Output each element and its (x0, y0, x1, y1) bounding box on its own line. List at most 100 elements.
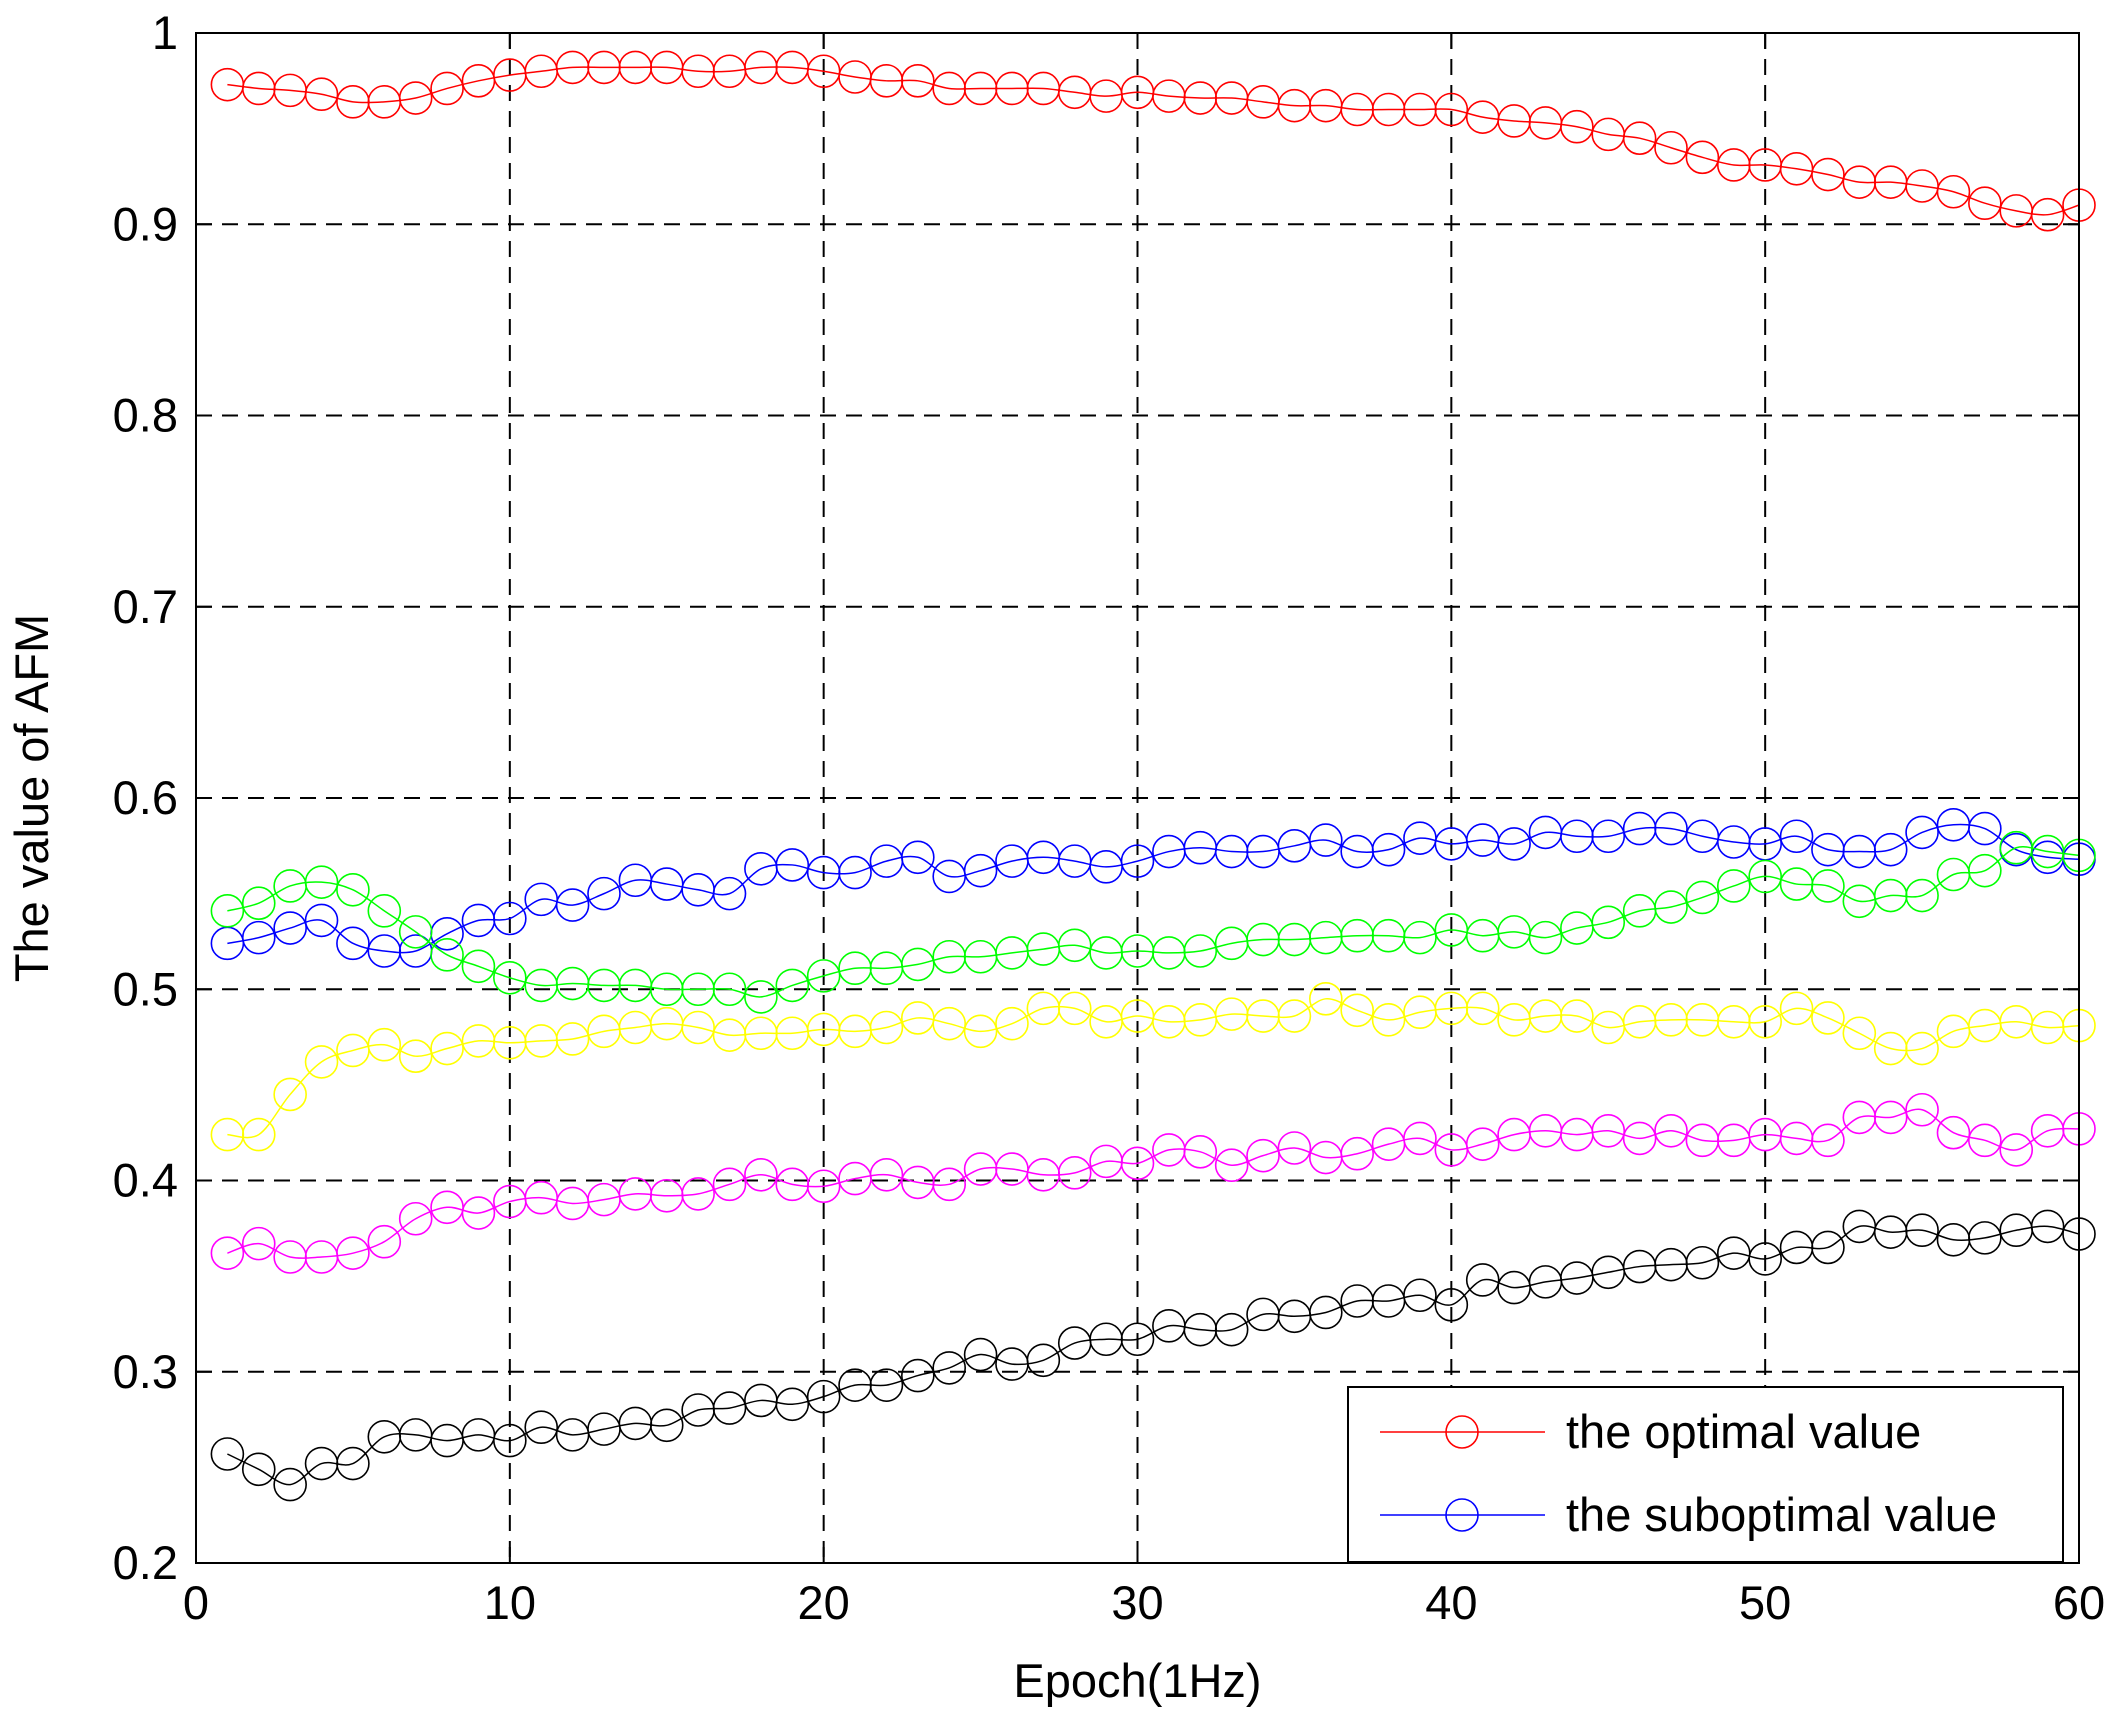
series-0 (210, 50, 2096, 232)
x-tick-label: 20 (798, 1576, 850, 1629)
data-point (1842, 1016, 1877, 1051)
data-point (1497, 827, 1531, 861)
data-point (901, 1358, 935, 1393)
data-point (1622, 1121, 1657, 1156)
data-point (869, 1368, 904, 1402)
data-point (241, 1117, 276, 1152)
data-point (1277, 1131, 1312, 1165)
data-point (398, 915, 433, 949)
legend-marker-optimal (1445, 1415, 1479, 1449)
data-point (1528, 920, 1563, 955)
data-point (1120, 1146, 1155, 1181)
data-point (1465, 991, 1500, 1026)
data-point (1748, 1242, 1782, 1276)
data-point (430, 1031, 464, 1066)
y-tick-label: 1 (152, 6, 178, 59)
data-point (1309, 982, 1343, 1016)
legend-label-optimal: the optimal value (1566, 1405, 1921, 1458)
data-point (1685, 1245, 1720, 1280)
data-point (1371, 832, 1406, 867)
data-point (1905, 1031, 1939, 1066)
data-point (963, 1337, 998, 1372)
data-point (336, 1236, 370, 1270)
data-point (430, 938, 464, 972)
data-point (304, 1045, 339, 1079)
data-point (210, 894, 245, 928)
data-point (1968, 1221, 2002, 1255)
data-point (1371, 1003, 1406, 1037)
data-point (1779, 991, 1814, 1026)
data-point (367, 1027, 402, 1062)
data-point (1183, 1135, 1218, 1169)
y-tick-label: 0.4 (113, 1154, 178, 1207)
data-point (1309, 823, 1343, 857)
y-tick-label: 0.2 (113, 1536, 178, 1589)
series-line-5 (227, 1225, 2080, 1486)
data-point (1905, 815, 1939, 850)
data-point (1936, 174, 1971, 209)
y-tick-label: 0.8 (113, 389, 178, 442)
data-point (1026, 1343, 1061, 1378)
series-4 (210, 1092, 2096, 1274)
data-point (932, 1006, 967, 1041)
data-point (1716, 869, 1751, 903)
data-point (775, 848, 810, 882)
data-point (1120, 1322, 1155, 1357)
data-point (1057, 928, 1092, 963)
data-point (1905, 1092, 1939, 1127)
data-point (1434, 1288, 1469, 1322)
data-point (1214, 1148, 1249, 1182)
data-point (210, 1437, 245, 1471)
x-tick-label: 40 (1425, 1576, 1477, 1629)
data-point (1591, 1113, 1626, 1148)
x-axis-label: Epoch(1Hz) (1013, 1654, 1261, 1707)
data-point (1622, 121, 1657, 155)
data-point (1999, 1133, 2034, 1167)
y-tick-label: 0.7 (113, 580, 178, 633)
data-point (1779, 819, 1814, 854)
data-point (241, 886, 276, 920)
data-point (1748, 859, 1782, 894)
data-point (1685, 140, 1720, 175)
data-point (1654, 890, 1688, 924)
data-point (1748, 1004, 1782, 1039)
data-point (304, 77, 339, 111)
data-point (1591, 819, 1626, 854)
data-point (932, 1351, 967, 1385)
data-point (1120, 844, 1155, 878)
data-point (744, 1157, 778, 1192)
data-point (1340, 1136, 1374, 1171)
data-point (398, 1201, 433, 1236)
data-point (1277, 999, 1312, 1033)
data-point (869, 1157, 904, 1192)
data-point (901, 64, 935, 98)
data-point (2030, 1209, 2065, 1244)
data-point (1968, 853, 2002, 888)
data-point (461, 1196, 496, 1230)
data-point (775, 1387, 810, 1422)
data-point (963, 1014, 998, 1049)
series-3 (210, 982, 2096, 1152)
data-point (995, 1006, 1029, 1041)
data-point (712, 972, 747, 1007)
x-tick-label: 30 (1111, 1576, 1163, 1629)
data-point (1057, 991, 1092, 1026)
data-point (649, 1408, 684, 1443)
data-point (775, 968, 810, 1003)
data-point (587, 876, 621, 911)
data-point (1560, 999, 1594, 1033)
data-point (1685, 880, 1720, 915)
data-point (1811, 869, 1845, 903)
data-point (1968, 186, 2002, 221)
data-point (806, 959, 841, 993)
data-point (963, 853, 998, 888)
data-point (1873, 1100, 1908, 1135)
data-point (398, 1039, 433, 1073)
data-point (681, 1010, 715, 1045)
data-point (367, 894, 402, 928)
data-point (461, 949, 496, 984)
data-point (555, 888, 590, 922)
data-point (1403, 1121, 1437, 1156)
series-1 (210, 807, 2096, 968)
